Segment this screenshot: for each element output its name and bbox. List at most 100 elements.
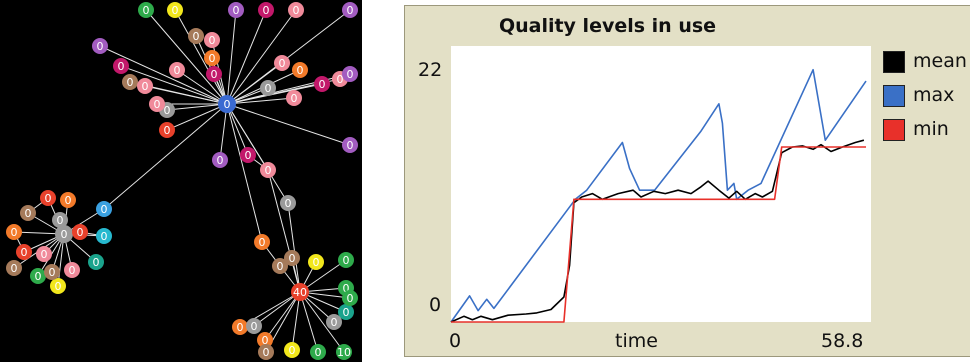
svg-text:0: 0 bbox=[25, 207, 32, 220]
network-node: 0 bbox=[6, 260, 22, 276]
network-node: 0 bbox=[36, 246, 52, 262]
svg-text:0: 0 bbox=[174, 64, 181, 77]
network-node: 0 bbox=[40, 190, 56, 206]
network-link bbox=[226, 103, 289, 204]
network-node: 0 bbox=[206, 66, 222, 82]
network-node: 0 bbox=[286, 90, 302, 106]
svg-text:0: 0 bbox=[77, 226, 84, 239]
network-node: 0 bbox=[113, 58, 129, 74]
svg-text:0: 0 bbox=[101, 203, 108, 216]
svg-text:0: 0 bbox=[337, 73, 344, 86]
network-view[interactable]: 0 0 40 0 0 0 0 0 0 0 0 0 0 0 0 0 0 0 0 0 0 0 0 0 0 0 0 0 0 0 0 0 0 0 0 0 0 0 0… bbox=[0, 0, 362, 362]
network-node: 0 bbox=[232, 319, 248, 335]
network-node: 0 bbox=[260, 162, 276, 178]
network-node: 0 bbox=[44, 264, 60, 280]
svg-text:0: 0 bbox=[57, 214, 64, 227]
svg-text:0: 0 bbox=[211, 68, 218, 81]
network-node: 0 bbox=[272, 258, 288, 274]
svg-text:0: 0 bbox=[193, 30, 200, 43]
svg-text:0: 0 bbox=[217, 154, 224, 167]
network-node: 0 bbox=[338, 252, 354, 268]
network-link bbox=[226, 9, 297, 105]
network-node: 0 bbox=[138, 2, 154, 18]
svg-text:0: 0 bbox=[297, 64, 304, 77]
network-node: 0 bbox=[92, 38, 108, 54]
network-node: 0 bbox=[149, 96, 165, 112]
network-link bbox=[176, 69, 228, 105]
network-node: 0 bbox=[30, 268, 46, 284]
svg-text:0: 0 bbox=[127, 76, 134, 89]
svg-text:0: 0 bbox=[259, 236, 266, 249]
network-link bbox=[99, 45, 228, 105]
network-node: 0 bbox=[6, 224, 22, 240]
svg-text:0: 0 bbox=[245, 149, 252, 162]
network-node: 0 bbox=[254, 234, 270, 250]
svg-text:10: 10 bbox=[337, 346, 351, 359]
legend-swatch-mean bbox=[883, 51, 905, 73]
svg-text:0: 0 bbox=[21, 246, 28, 259]
network-node: 0 bbox=[308, 254, 324, 270]
svg-text:0: 0 bbox=[293, 4, 300, 17]
svg-text:0: 0 bbox=[319, 78, 326, 91]
network-node: 0 bbox=[342, 66, 358, 82]
network-node: 0 bbox=[258, 2, 274, 18]
network-node: 0 bbox=[326, 314, 342, 330]
svg-text:0: 0 bbox=[154, 98, 161, 111]
network-node: 0 bbox=[60, 192, 76, 208]
network-node: 0 bbox=[20, 205, 36, 221]
svg-text:0: 0 bbox=[164, 124, 171, 137]
svg-text:0: 0 bbox=[101, 230, 108, 243]
legend-swatch-min bbox=[883, 119, 905, 141]
network-node: 0 bbox=[122, 74, 138, 90]
network-link bbox=[144, 85, 228, 105]
network-link bbox=[287, 202, 301, 293]
svg-text:0: 0 bbox=[224, 98, 231, 111]
svg-text:0: 0 bbox=[315, 346, 322, 359]
network-node: 0 bbox=[284, 250, 300, 266]
x-min-label: 0 bbox=[449, 330, 462, 352]
network-node: 0 bbox=[204, 32, 220, 48]
svg-text:0: 0 bbox=[263, 4, 270, 17]
svg-text:0: 0 bbox=[11, 226, 18, 239]
svg-text:0: 0 bbox=[237, 321, 244, 334]
svg-text:0: 0 bbox=[97, 40, 104, 53]
network-node: 40 bbox=[291, 283, 309, 301]
svg-text:0: 0 bbox=[65, 194, 72, 207]
network-link bbox=[226, 62, 283, 105]
network-node: 0 bbox=[246, 318, 262, 334]
svg-text:0: 0 bbox=[55, 280, 62, 293]
svg-text:0: 0 bbox=[209, 34, 216, 47]
svg-text:0: 0 bbox=[263, 346, 270, 359]
legend-label-min: min bbox=[913, 118, 949, 140]
svg-text:0: 0 bbox=[93, 256, 100, 269]
network-node: 0 bbox=[64, 262, 80, 278]
network-link bbox=[299, 259, 347, 293]
network-node: 10 bbox=[336, 344, 352, 360]
network-link bbox=[226, 9, 237, 105]
network-link bbox=[226, 103, 263, 243]
network-link bbox=[299, 291, 345, 353]
svg-text:0: 0 bbox=[347, 292, 354, 305]
network-node: 0 bbox=[169, 62, 185, 78]
network-link bbox=[103, 103, 228, 210]
svg-text:0: 0 bbox=[347, 4, 354, 17]
y-min-label: 0 bbox=[429, 294, 442, 316]
svg-text:0: 0 bbox=[35, 270, 42, 283]
svg-text:0: 0 bbox=[343, 254, 350, 267]
network-node: 0 bbox=[292, 62, 308, 78]
svg-text:0: 0 bbox=[41, 248, 48, 261]
quality-levels-plot[interactable]: Quality levels in use 22 0 0 time 58.8 m… bbox=[404, 5, 970, 357]
network-node: 0 bbox=[274, 55, 290, 71]
network-node: 0 bbox=[16, 244, 32, 260]
svg-text:0: 0 bbox=[61, 228, 68, 241]
network-node: 0 bbox=[52, 212, 68, 228]
svg-text:0: 0 bbox=[289, 252, 296, 265]
series-line-min bbox=[451, 146, 866, 323]
network-node: 0 bbox=[240, 147, 256, 163]
network-node: 0 bbox=[342, 290, 358, 306]
network-node: 0 bbox=[212, 152, 228, 168]
network-node: 0 bbox=[55, 225, 73, 243]
network-node: 0 bbox=[260, 80, 276, 96]
svg-text:40: 40 bbox=[293, 286, 307, 299]
network-link bbox=[299, 291, 319, 353]
